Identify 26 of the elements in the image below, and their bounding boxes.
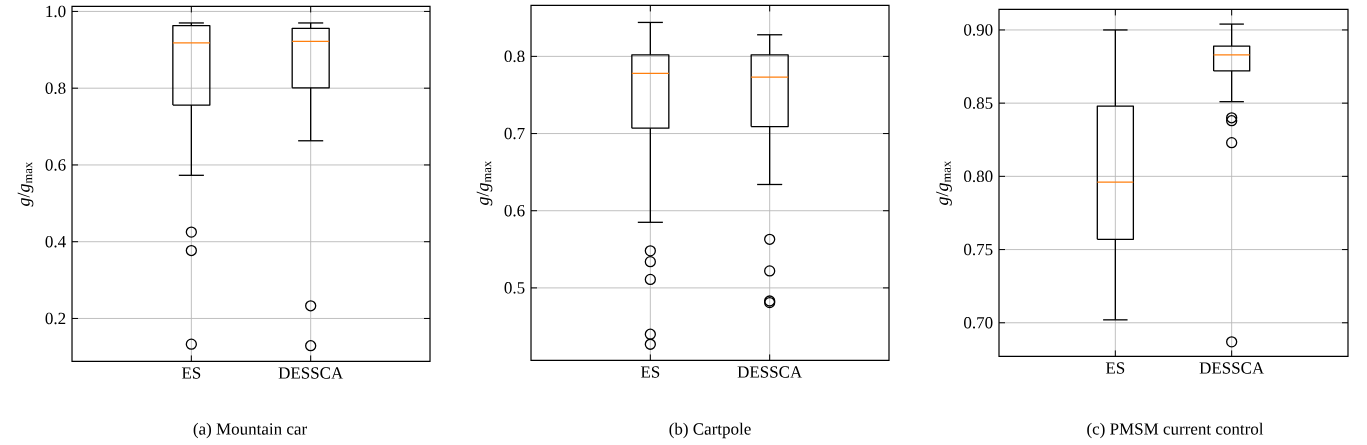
text: (b) Cartpole [669,422,751,438]
x-tick-label: ES [1105,362,1125,374]
x-tick-label: ES [640,366,660,378]
y-tick-label: 1.0 [46,5,66,17]
y-tick-label: 0.8 [504,50,525,62]
y-axis-title: g/g$_{max}$ [476,160,493,206]
x-tick-label: DESSCA [737,366,803,378]
x-tick-label: DESSCA [1199,362,1265,374]
y-tick-label: 0.6 [45,158,66,171]
y-tick-label: 0.5 [504,281,525,294]
y-tick-label: 0.2 [45,312,66,325]
y-tick-label: 0.8 [45,82,66,94]
text: (c) PMSM current control [1087,422,1264,438]
x-tick-label: ES [181,367,201,379]
y-axis-title: g/g$_{max}$ [936,160,952,206]
y-tick-label: 0.75 [964,243,993,256]
x-tick-label: DESSCA [278,367,344,379]
y-tick-label: 0.6 [504,204,525,217]
y-tick-label: 0.70 [964,316,993,329]
y-tick-label: 0.7 [504,127,525,140]
y-axis-title: g/g$_{max}$ [17,161,34,207]
y-tick-label: 0.85 [964,97,993,109]
y-tick-label: 0.80 [964,170,993,182]
text: (a) Mountain car [193,422,307,438]
y-tick-label: 0.4 [45,235,66,248]
y-tick-label: 0.90 [964,23,993,36]
